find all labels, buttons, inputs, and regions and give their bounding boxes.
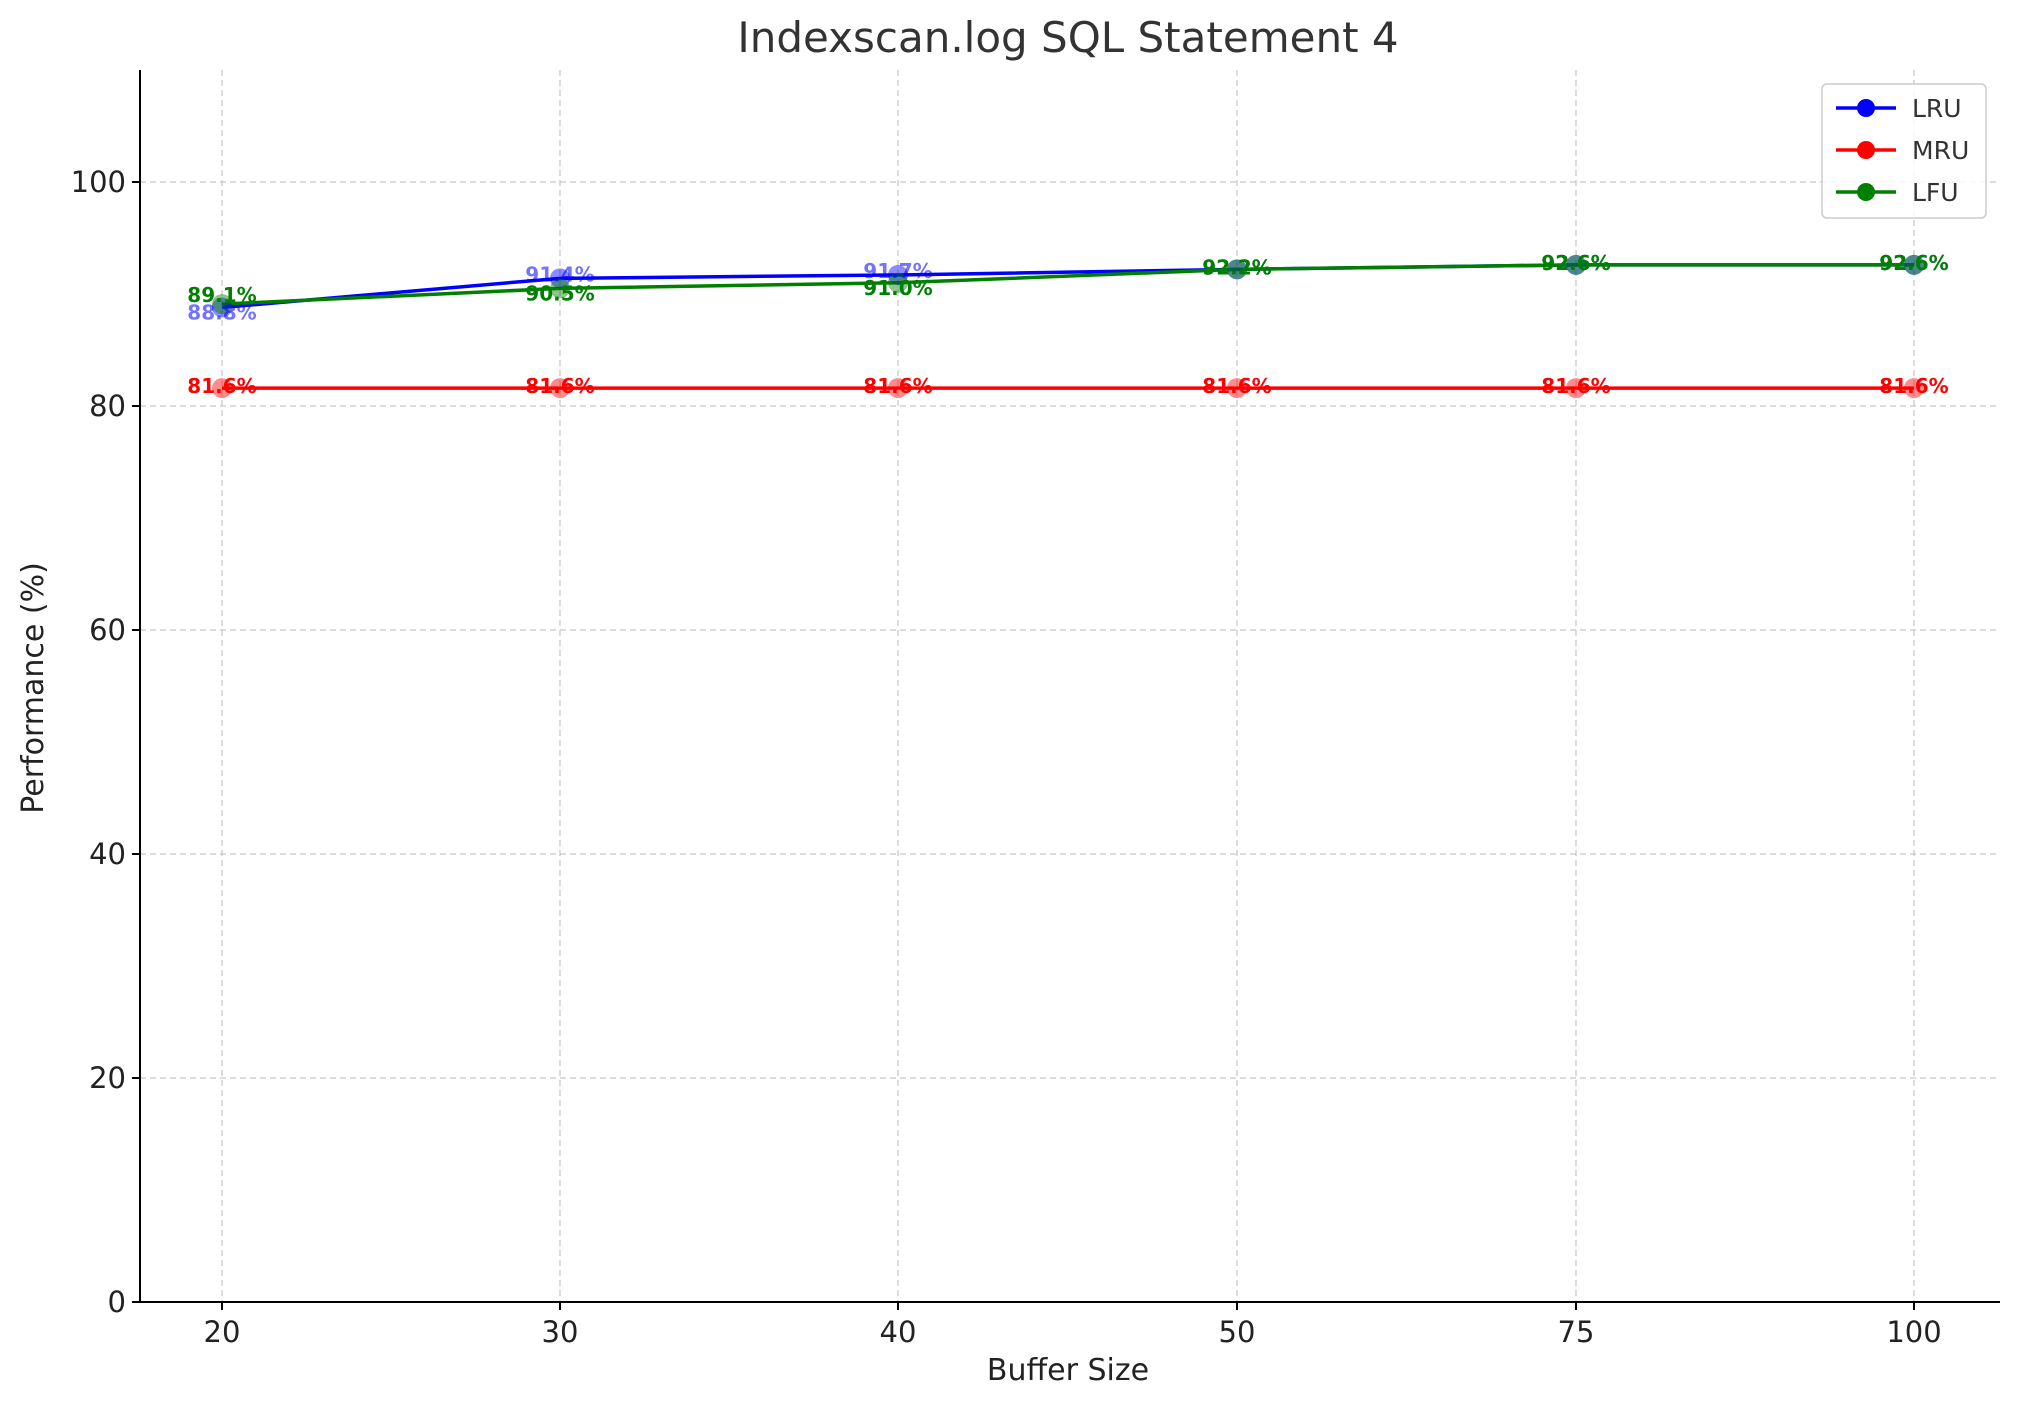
series-lru-point <box>1566 254 1586 275</box>
series-lfu-data-label: 91.0% <box>863 276 932 300</box>
series-lfu-point <box>1227 259 1247 280</box>
legend: LRU MRU LFU <box>1821 83 1987 219</box>
x-tick-label: 75 <box>1558 1315 1595 1349</box>
series-lru-point <box>550 268 570 289</box>
series-mru-data-label: 81.6% <box>1202 374 1271 398</box>
grid <box>140 70 2000 1302</box>
series-lfu-point <box>1904 254 1924 275</box>
y-tick-label: 40 <box>89 837 126 871</box>
series-mru-point <box>212 378 232 399</box>
series-mru-point <box>1566 378 1586 399</box>
axes <box>132 70 2000 1310</box>
x-axis-label: Buffer Size <box>987 1353 1149 1388</box>
series-lru-point <box>888 264 908 285</box>
legend-lfu-label: LFU <box>1912 178 1959 207</box>
y-axis-label: Performance (%) <box>16 562 51 814</box>
y-tick-label: 0 <box>108 1285 126 1319</box>
series-lru-line <box>221 263 1914 310</box>
data-labels: 81.6% 81.6% 81.6% 81.6% 81.6% 81.6% 88.8% 91.4%… <box>187 251 1948 398</box>
series-lru-point <box>212 297 232 318</box>
series-lru-data-label: 92.6% <box>1879 251 1948 275</box>
series-lru-data-label: 92.6% <box>1541 251 1610 275</box>
series-mru-data-label: 81.6% <box>187 374 256 398</box>
series-lfu-data-label: 92.6% <box>1879 251 1948 275</box>
legend-mru-marker <box>1857 141 1875 159</box>
series-mru-data-label: 81.6% <box>525 374 594 398</box>
y-tick-label: 20 <box>89 1061 126 1095</box>
series-lru-data-label: 88.8% <box>187 300 256 324</box>
series-lru-data-label: 91.4% <box>525 262 594 286</box>
series-mru-point <box>550 378 570 399</box>
x-tick-label: 40 <box>880 1315 917 1349</box>
y-tick-label: 100 <box>71 165 126 199</box>
series-mru-data-label: 81.6% <box>863 374 932 398</box>
series-mru-point <box>1904 378 1924 399</box>
series-lru-point <box>1904 254 1924 275</box>
series-mru-data-label: 81.6% <box>1879 374 1948 398</box>
series-lru-data-label: 92.2% <box>1202 255 1271 279</box>
legend-mru-label: MRU <box>1912 136 1969 165</box>
chart-title: Indexscan.log SQL Statement 4 <box>737 13 1398 62</box>
series-lfu-data-label: 92.6% <box>1541 251 1610 275</box>
x-tick-label: 100 <box>1886 1315 1941 1349</box>
tick-labels: 20 30 40 50 75 100 0 20 40 60 80 100 <box>71 165 1942 1349</box>
series-mru-point <box>1227 378 1247 399</box>
series <box>212 254 1924 399</box>
y-tick-label: 80 <box>89 389 126 423</box>
series-lfu-line <box>221 263 1914 306</box>
series-lfu-point <box>888 272 908 293</box>
series-mru-point <box>888 378 908 399</box>
series-lfu-point <box>212 294 232 315</box>
series-lfu-data-label: 90.5% <box>525 281 594 305</box>
legend-lru-marker <box>1857 99 1875 117</box>
series-lru-point <box>1227 259 1247 280</box>
series-lfu-point <box>550 278 570 299</box>
series-mru-data-label: 81.6% <box>1541 374 1610 398</box>
series-lfu-point <box>1566 254 1586 275</box>
series-lfu-data-label: 89.1% <box>187 283 256 307</box>
x-tick-label: 20 <box>204 1315 241 1349</box>
series-lru-data-label: 91.7% <box>863 259 932 283</box>
x-tick-label: 30 <box>542 1315 579 1349</box>
x-tick-label: 50 <box>1219 1315 1256 1349</box>
legend-lfu-marker <box>1857 183 1875 201</box>
y-tick-label: 60 <box>89 613 126 647</box>
legend-lru-label: LRU <box>1912 94 1962 123</box>
series-lfu-data-label: 92.2% <box>1202 255 1271 279</box>
